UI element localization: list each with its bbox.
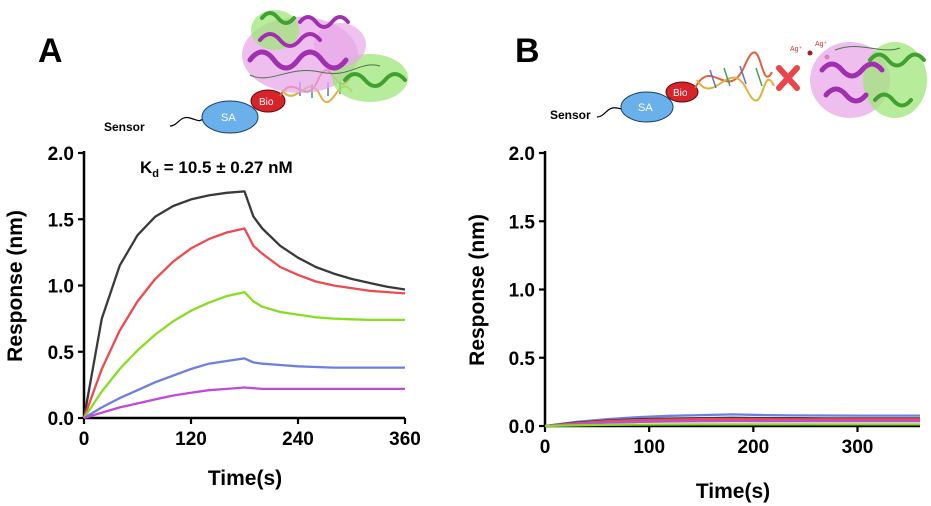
panel-b-dna-icon — [694, 51, 775, 102]
panel-b-ag-label-2: Ag⁺ — [815, 41, 828, 48]
panel-b-y-axis-title: Response (nm) — [466, 214, 489, 366]
panel-b-x-tick-label: 200 — [737, 437, 769, 458]
panel-a-series-red — [82, 227, 406, 419]
kd-subscript: d — [152, 168, 159, 180]
panel-b-letter: B — [515, 32, 540, 70]
panel-a-bio-ellipse — [250, 89, 286, 113]
panel-a-series-magenta — [83, 386, 405, 420]
panel-a-sensor-linker — [169, 116, 206, 127]
panel-b-sensor-label: Sensor — [550, 108, 591, 122]
panel-a-kd-annotation: Kd = 10.5 ± 0.27 nM — [140, 158, 293, 180]
panel-b-series-magenta — [544, 419, 920, 428]
panel-b-x-tick-label: 300 — [842, 437, 874, 458]
panel-b-series-green — [544, 423, 920, 428]
panel-b-sensor-linker — [596, 107, 625, 118]
panel-b-bio-label: Bio — [673, 88, 688, 99]
panel-a-bio-label: Bio — [259, 97, 274, 108]
panel-b-y-tick-label: 0.5 — [509, 349, 536, 370]
kd-value: = 10.5 ± 0.27 nM — [159, 158, 293, 177]
panel-a-x-tick-label: 240 — [282, 429, 314, 450]
panel-a-curves — [82, 190, 406, 420]
panel-a-series-black — [82, 190, 406, 419]
panel-a-sa-ellipse — [201, 100, 259, 134]
panel-b-axes: 0.0 0.5 1.0 1.5 2.0 0 100 200 300 — [509, 144, 920, 458]
panel-a-y-tick-label: 0.5 — [48, 343, 75, 364]
panel-a-y-tick-label: 1.0 — [48, 277, 74, 298]
panel-b-curves — [544, 413, 920, 428]
panel-a-y-tick-label: 2.0 — [48, 144, 74, 165]
panel-a-protein-icon — [242, 10, 408, 102]
panel-a-y-tick-label: 0.0 — [48, 409, 74, 430]
panel-b-bio-ellipse — [665, 81, 699, 103]
panel-b-x-axis-title: Time(s) — [696, 480, 770, 503]
panel-b-sa-label: SA — [638, 102, 653, 114]
panel-b-x-tick-label: 100 — [633, 437, 665, 458]
panel-b-protein-icon — [810, 42, 927, 118]
panel-a-sensor-label: Sensor — [104, 120, 145, 134]
panel-a-letter: A — [38, 32, 63, 70]
panel-a-x-tick-label: 120 — [175, 429, 207, 450]
panel-b-y-tick-label: 0.0 — [509, 417, 535, 438]
panel-b-cross-icon — [776, 65, 800, 91]
panel-a-schematic: Sensor SA Bio — [104, 10, 408, 134]
panel-b-ag-label-1: Ag⁺ — [790, 46, 803, 53]
panel-b-schematic: Sensor SA Bio Ag⁺ Ag⁺ — [550, 41, 927, 123]
panel-a-x-tick-label: 360 — [389, 429, 421, 450]
panel-b-y-tick-label: 1.0 — [509, 281, 535, 302]
panel-b-ag-ion-1 — [807, 50, 813, 56]
panel-a-x-tick-label: 0 — [79, 429, 90, 450]
kd-prefix: K — [140, 158, 153, 177]
panel-a-axes: 0.0 0.5 1.0 1.5 2.0 0 120 240 360 — [48, 144, 421, 450]
panel-b-x-tick-label: 0 — [540, 437, 551, 458]
panel-a-y-axis-title: Response (nm) — [4, 210, 27, 362]
panel-b-series-red — [544, 418, 920, 428]
panel-a-x-axis-title: Time(s) — [208, 467, 282, 490]
panel-a-sa-label: SA — [221, 112, 236, 124]
panel-b-series-blue — [544, 413, 920, 428]
panel-b-y-tick-label: 2.0 — [509, 144, 535, 165]
panel-a-y-tick-label: 1.5 — [48, 210, 75, 231]
panel-b-y-tick-label: 1.5 — [509, 212, 536, 233]
panel-a-series-blue — [83, 357, 405, 419]
panel-a-series-green — [83, 290, 405, 419]
panel-b-sa-ellipse — [620, 91, 674, 123]
